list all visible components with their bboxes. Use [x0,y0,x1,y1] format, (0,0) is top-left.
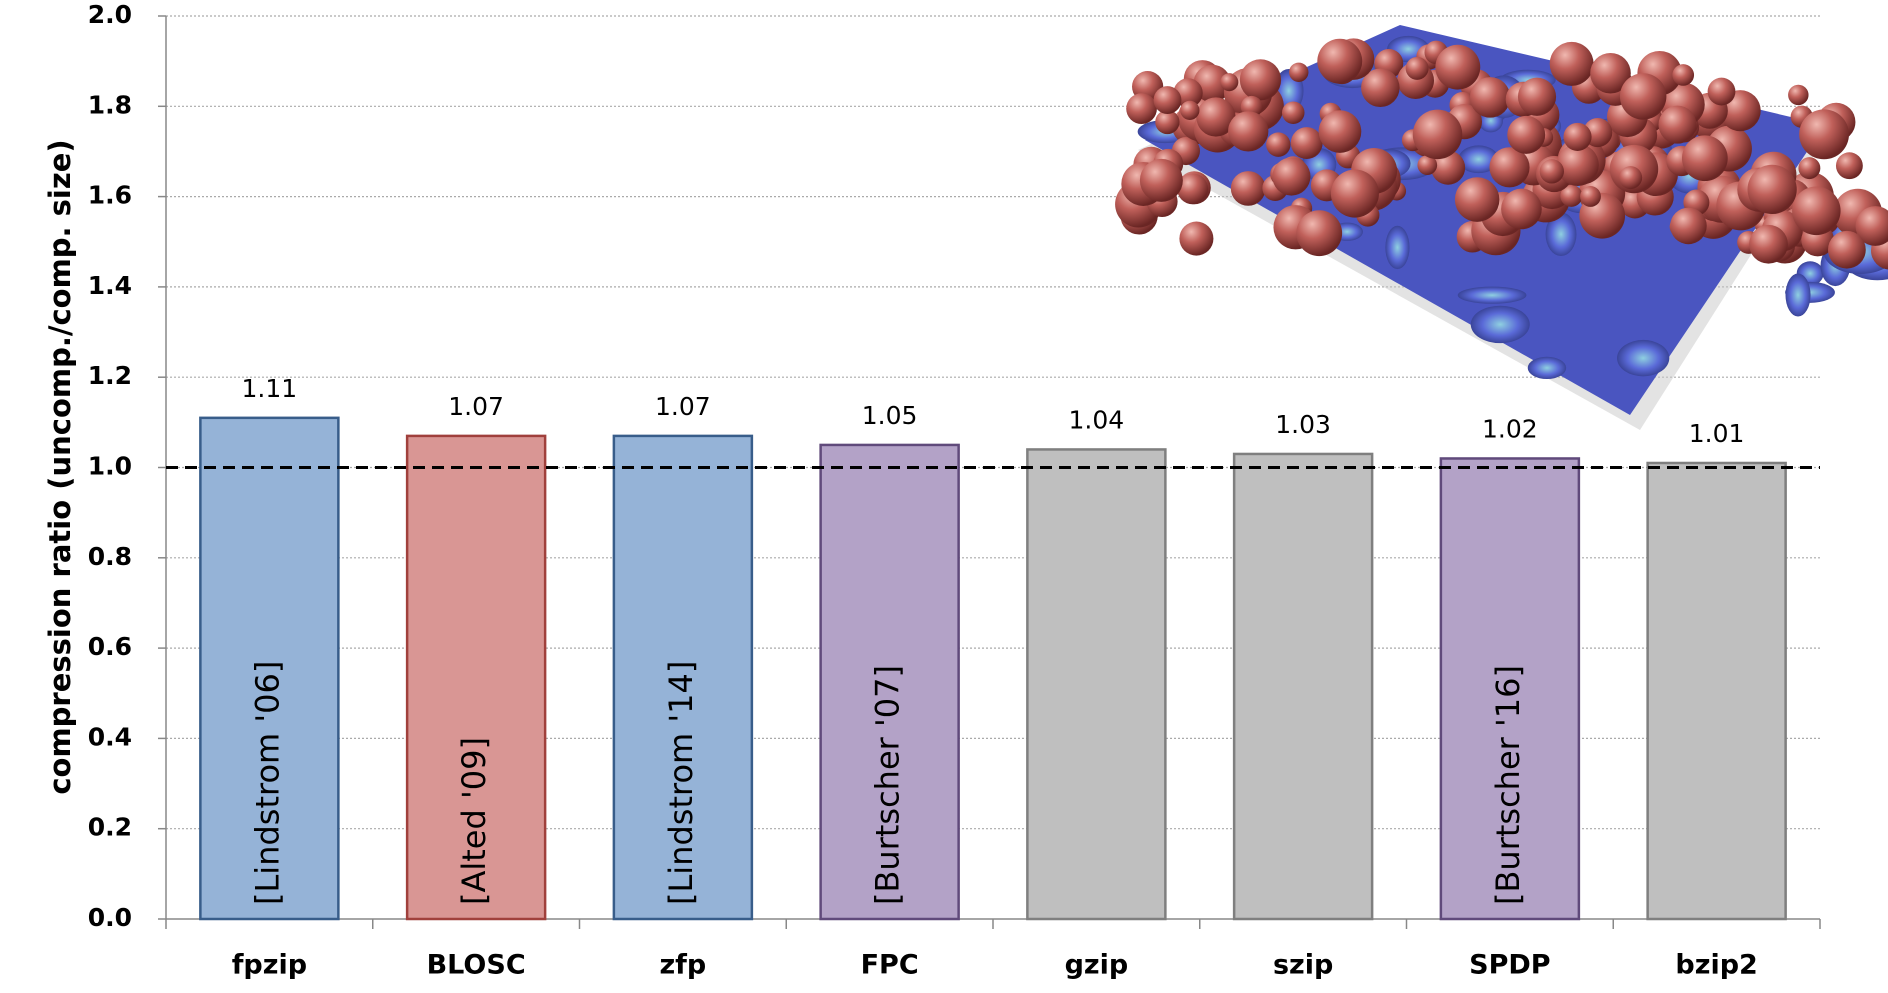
inset-blob [1455,177,1500,222]
inset-render [1115,25,1888,430]
chart: compression ratio (uncomp./comp. size) 0… [0,0,1888,993]
y-tick-label: 1.4 [88,271,132,300]
y-tick-label: 0.2 [88,813,132,842]
inset-blob [1331,170,1379,218]
inset-blob [1296,210,1342,256]
inset-blob [1406,57,1429,80]
bar-label: [Lindstrom '06] [248,661,286,905]
inset-blob [1126,93,1157,124]
value-label: 1.04 [1069,405,1125,434]
x-tick-label: bzip2 [1675,950,1757,981]
inset-pool [1385,226,1409,269]
inset-blob [1799,109,1849,159]
inset-blob [1507,116,1545,154]
inset-blob [1540,159,1564,183]
value-label: 1.01 [1689,419,1745,448]
inset-blob [1563,123,1591,151]
inset-blob [1792,187,1841,236]
y-tick-label: 1.0 [88,452,132,481]
inset-blob [1836,152,1863,179]
inset-pool [1458,287,1527,304]
inset-pool [1785,273,1810,316]
x-tick-label: szip [1273,950,1333,981]
inset-blob [1272,157,1310,195]
y-tick-label: 0.0 [88,903,132,932]
inset-blob [1220,73,1238,91]
inset-blob [1619,166,1642,189]
inset-blob [1228,111,1268,151]
y-tick-label: 0.8 [88,542,132,571]
value-label: 1.03 [1275,410,1331,439]
value-label: 1.07 [655,392,711,421]
inset-pool [1471,306,1530,343]
inset-blob [1282,101,1305,124]
inset-blob [1289,63,1308,82]
inset-blob [1266,132,1290,156]
x-tick-label: FPC [861,950,919,981]
inset-blob [1501,189,1542,230]
inset-blob [1828,231,1866,269]
inset-blob [1140,159,1183,202]
x-tick-label: zfp [659,950,706,981]
inset-blob [1620,73,1666,119]
inset-blob [1682,135,1728,181]
inset-blob [1670,208,1707,245]
inset-blob [1518,78,1556,116]
inset-blob [1659,106,1697,144]
y-tick-label: 1.2 [88,361,132,390]
inset-blob [1317,39,1362,84]
y-tick-label: 2.0 [88,0,132,29]
bar-label: [Burtscher '16] [1489,665,1527,905]
inset-blob [1413,110,1463,160]
inset-blob [1672,64,1694,86]
inset-pool [1528,357,1566,379]
x-tick-label: gzip [1065,950,1129,981]
inset-blob [1470,77,1511,118]
y-tick-label: 1.6 [88,181,132,210]
value-label: 1.02 [1482,414,1538,443]
x-tick-label: SPDP [1469,950,1550,981]
inset-blob [1231,171,1266,206]
bar [1234,454,1372,919]
x-tick-label: BLOSC [427,950,526,981]
inset-blob [1319,110,1362,153]
bar-label: [Burtscher '07] [869,665,907,905]
y-axis-label: compression ratio (uncomp./comp. size) [43,139,77,794]
inset-pool [1617,340,1669,376]
bar-label: [Alted '09] [455,737,493,905]
inset-blob [1240,59,1281,100]
inset-blob [1749,225,1788,264]
inset-blob [1154,86,1182,114]
bar-label: [Lindstrom '14] [662,661,700,905]
value-label: 1.07 [448,392,504,421]
inset-blob [1708,78,1736,106]
inset-blob [1580,186,1601,207]
value-label: 1.05 [862,401,918,430]
value-label: 1.11 [242,374,298,403]
bar [1027,449,1165,919]
inset-blob [1435,45,1480,90]
y-tick-label: 1.8 [88,90,132,119]
inset-blob [1179,222,1213,256]
inset-blob [1788,85,1808,105]
inset-blob [1291,127,1323,159]
inset-blob [1748,165,1797,214]
y-tick-label: 0.6 [88,632,132,661]
inset-blob [1550,42,1594,86]
y-tick-label: 0.4 [88,722,132,751]
inset-blob [1798,157,1820,179]
bar [1648,463,1786,919]
inset-blob [1180,101,1199,120]
x-tick-label: fpzip [232,950,307,981]
